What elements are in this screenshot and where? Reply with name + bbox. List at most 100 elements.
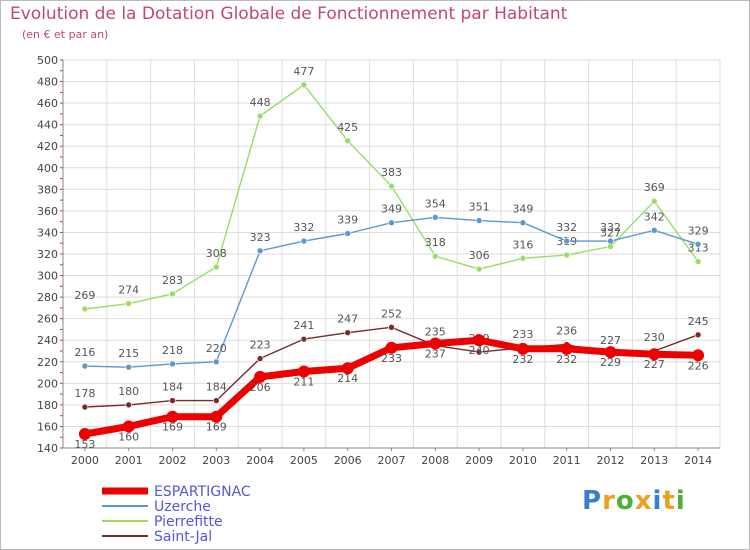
data-label: 169 [162,421,183,434]
data-label: 327 [600,226,621,239]
data-point [254,370,267,383]
y-tick-label: 180 [37,399,58,412]
data-point [344,230,352,237]
data-label: 160 [118,430,139,443]
chart-subtitle: (en € et par an) [22,28,109,41]
data-label: 318 [425,236,446,249]
data-point [694,331,702,339]
data-label: 226 [688,359,709,372]
data-point [81,403,89,411]
y-tick-label: 480 [37,76,58,89]
legend-label: ESPARTIGNAC [154,484,251,500]
data-label: 180 [118,385,139,398]
logo-letter: P [582,486,603,516]
data-label: 206 [250,381,271,394]
data-point [300,335,308,343]
data-point [650,226,658,234]
legend-label: Saint-Jal [154,529,212,545]
data-label: 332 [600,221,621,234]
data-point [300,81,308,89]
y-tick-label: 440 [37,119,58,132]
data-point [169,360,176,368]
data-point [125,363,132,371]
x-tick-label: 2001 [115,454,143,467]
y-tick-label: 380 [37,183,58,196]
data-label: 349 [512,203,533,216]
data-point [81,305,89,313]
data-label: 218 [162,344,183,357]
data-point [256,247,264,255]
data-label: 369 [644,181,665,194]
data-label: 383 [381,166,402,179]
data-label: 214 [337,372,358,385]
data-point [473,334,486,347]
legend-entry-pierrefitte: Pierrefitte [102,514,223,530]
data-point [563,251,571,259]
proxiti-logo: Proxiti [582,486,686,516]
data-label: 216 [74,346,95,359]
data-point [607,237,614,245]
data-point [475,217,483,224]
data-label: 241 [293,319,314,332]
data-label: 245 [688,315,709,328]
x-tick-label: 2010 [509,454,537,467]
data-point [341,362,354,375]
data-label: 220 [206,342,227,355]
x-tick-label: 2002 [159,454,187,467]
data-point [431,252,439,260]
data-point [344,137,352,145]
y-tick-label: 220 [37,356,58,369]
data-label: 323 [250,231,271,244]
x-tick-label: 2006 [334,454,362,467]
y-tick-label: 300 [37,270,58,283]
data-point [78,427,91,440]
data-label: 184 [206,381,227,394]
data-point [166,410,179,423]
series-espartignac: 153 160 169 169 206 211 214 233 237 240 232 232 229 2… [74,334,709,451]
data-label: 349 [381,203,402,216]
data-label: 236 [556,325,577,338]
data-label: 233 [512,328,533,341]
data-point [475,348,483,356]
logo-letter: i [675,486,686,516]
data-label: 313 [688,242,709,255]
logo-letter: r [602,486,616,516]
data-point [692,349,705,362]
data-label: 316 [512,238,533,251]
data-point [563,237,571,245]
series-pierrefitte: 2692742833084484774253833183063163193273… [74,65,709,313]
x-tick-label: 2009 [465,454,493,467]
x-tick-label: 2013 [640,454,668,467]
data-point [385,341,398,354]
data-point [694,258,702,265]
data-point [213,397,220,404]
legend-label: Pierrefitte [154,514,223,530]
y-tick-label: 280 [37,291,58,304]
data-label: 235 [425,326,446,339]
y-tick-label: 360 [37,205,58,218]
y-tick-label: 400 [37,162,58,175]
y-tick-label: 200 [37,377,58,390]
data-label: 223 [250,339,271,352]
data-point [560,342,573,355]
data-label: 233 [381,352,402,365]
data-point [519,255,527,262]
data-label: 232 [556,353,577,366]
data-point [516,342,529,355]
data-label: 274 [118,284,139,297]
x-tick-label: 2011 [553,454,581,467]
data-label: 229 [600,356,621,369]
x-tick-label: 2000 [71,454,99,467]
y-tick-label: 320 [37,248,58,261]
legend-label: Uzerche [154,499,211,515]
y-tick-label: 420 [37,140,58,153]
data-point [300,237,308,245]
data-label: 477 [293,65,314,78]
data-point [604,346,617,359]
data-label: 329 [688,224,709,237]
y-tick-label: 500 [37,54,58,67]
data-point [213,263,220,271]
logo-letter: x [634,486,653,516]
